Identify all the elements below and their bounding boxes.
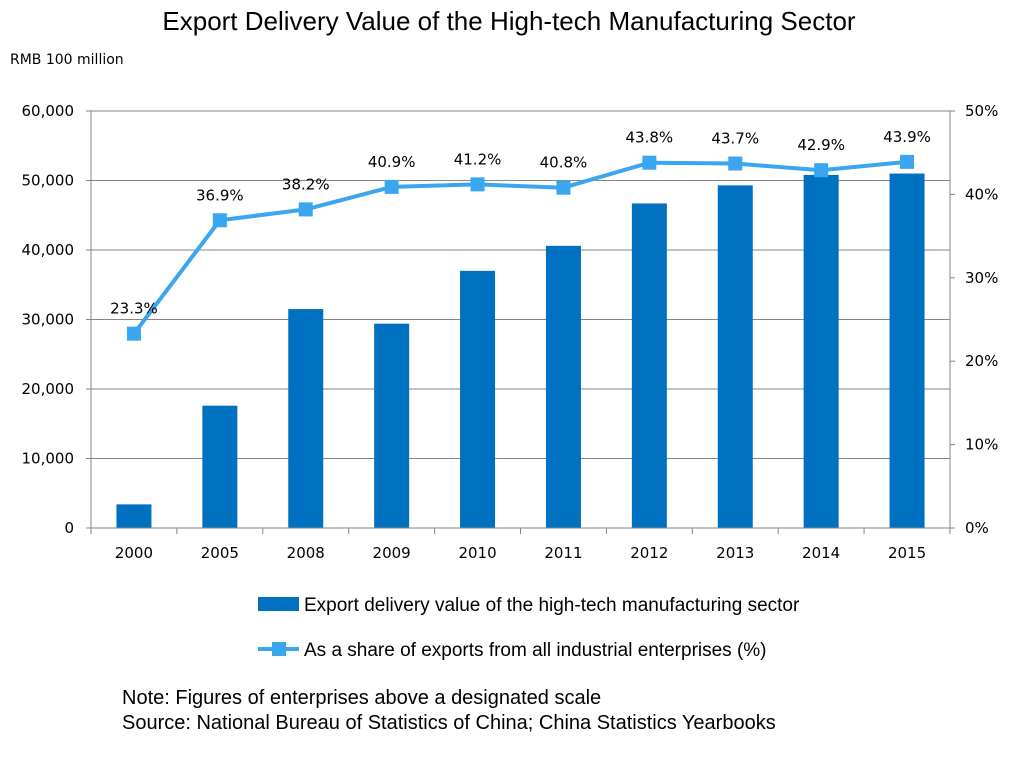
left-axis-ticks: 0 10,000 20,000 30,000 40,000 50,000 60,000 [22, 102, 91, 537]
line-series [126, 154, 915, 341]
legend: Export delivery value of the high-tech m… [258, 595, 800, 661]
left-tick-label: 20,000 [22, 380, 75, 398]
right-axis-ticks: 0% 10% 20% 30% 40% 50% [950, 102, 998, 537]
left-tick-label: 60,000 [22, 102, 75, 120]
line-data-label: 23.3% [110, 300, 158, 318]
bar [116, 504, 152, 528]
right-tick-label: 20% [965, 352, 998, 370]
line-point [470, 177, 485, 192]
x-tick-label: 2008 [287, 544, 325, 562]
left-tick-label: 0 [64, 519, 74, 537]
right-tick-label: 40% [965, 185, 998, 203]
source-text: Source: National Bureau of Statistics of… [122, 712, 776, 734]
share-line [132, 159, 908, 335]
x-tick-label: 2000 [115, 544, 153, 562]
legend-bar-swatch [258, 597, 299, 611]
line-point [126, 326, 141, 341]
left-tick-label: 10,000 [22, 450, 75, 468]
note-text: Note: Figures of enterprises above a des… [122, 687, 602, 709]
left-axis-unit-label: RMB 100 million [10, 52, 124, 68]
bar [889, 173, 925, 529]
bar [545, 245, 581, 528]
bar [631, 203, 667, 528]
legend-line-label: As a share of exports from all industria… [304, 640, 767, 661]
right-tick-label: 10% [965, 436, 998, 454]
line-data-label: 43.8% [626, 129, 674, 147]
right-tick-label: 30% [965, 269, 998, 287]
x-tick-label: 2012 [630, 544, 668, 562]
bar [288, 309, 324, 528]
line-data-label: 38.2% [282, 175, 330, 193]
line-data-label: 43.9% [883, 128, 931, 146]
bar [717, 185, 753, 529]
bar [374, 323, 410, 528]
line-data-labels: 23.3% 36.9% 38.2% 40.9% 41.2% 40.8% 43.8% 43.7%… [110, 128, 931, 318]
x-tick-label: 2005 [201, 544, 239, 562]
bar [803, 174, 839, 528]
notes-block: Note: Figures of enterprises above a des… [122, 686, 776, 736]
left-tick-label: 30,000 [22, 311, 75, 329]
x-axis-ticks: 2000 2005 2008 2009 2010 2011 2012 2013 2014 2015 [90, 528, 951, 562]
line-point [642, 155, 657, 170]
line-point [298, 202, 313, 217]
left-tick-label: 40,000 [22, 241, 75, 259]
line-point [728, 156, 743, 171]
line-data-label: 43.7% [711, 130, 759, 148]
x-tick-label: 2010 [458, 544, 496, 562]
line-point [900, 154, 915, 169]
line-data-label: 36.9% [196, 186, 244, 204]
right-tick-label: 0% [965, 519, 989, 537]
line-data-label: 42.9% [797, 136, 845, 154]
legend-line-marker [272, 642, 286, 656]
line-point [556, 180, 571, 195]
bar [460, 270, 496, 528]
line-data-label: 40.9% [368, 153, 416, 171]
x-tick-label: 2009 [373, 544, 411, 562]
x-tick-label: 2014 [802, 544, 840, 562]
left-tick-label: 50,000 [22, 172, 75, 190]
line-data-label: 40.8% [540, 154, 588, 172]
line-point [384, 179, 399, 194]
x-tick-label: 2013 [716, 544, 754, 562]
legend-bar-label: Export delivery value of the high-tech m… [304, 595, 800, 616]
chart-title: Export Delivery Value of the High-tech M… [162, 6, 856, 36]
line-point [212, 213, 227, 228]
bar-series [116, 173, 925, 529]
line-data-label: 41.2% [454, 150, 502, 168]
right-tick-label: 50% [965, 102, 998, 120]
bar [202, 405, 238, 528]
line-point [814, 163, 829, 178]
x-tick-label: 2011 [544, 544, 582, 562]
x-tick-label: 2015 [888, 544, 926, 562]
